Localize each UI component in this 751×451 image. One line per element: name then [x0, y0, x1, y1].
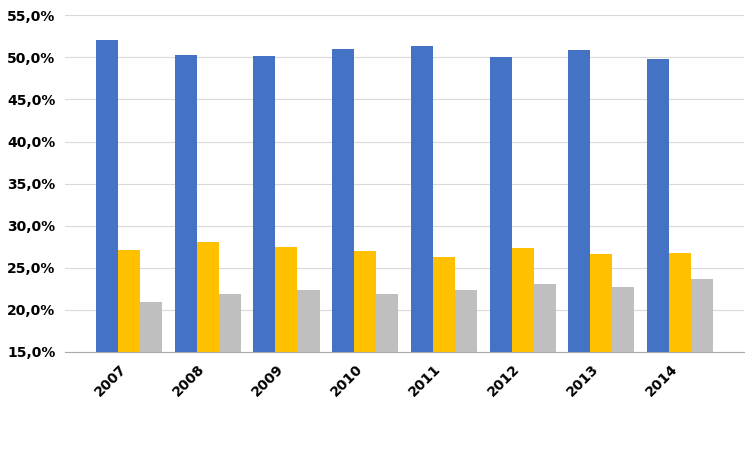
Bar	[411, 46, 433, 451]
Bar	[691, 279, 713, 451]
Bar	[433, 257, 455, 451]
Bar	[297, 290, 319, 451]
Bar	[276, 247, 297, 451]
Bar	[197, 243, 219, 451]
Bar	[490, 57, 511, 451]
Bar	[455, 290, 477, 451]
Bar	[219, 294, 241, 451]
Bar	[534, 284, 556, 451]
Bar	[669, 253, 691, 451]
Bar	[253, 56, 276, 451]
Bar	[175, 55, 197, 451]
Bar	[376, 294, 398, 451]
Bar	[354, 251, 376, 451]
Bar	[96, 40, 118, 451]
Bar	[332, 49, 354, 451]
Bar	[647, 59, 669, 451]
Bar	[590, 254, 612, 451]
Bar	[569, 50, 590, 451]
Bar	[118, 250, 140, 451]
Bar	[612, 287, 635, 451]
Bar	[511, 249, 534, 451]
Bar	[140, 302, 162, 451]
